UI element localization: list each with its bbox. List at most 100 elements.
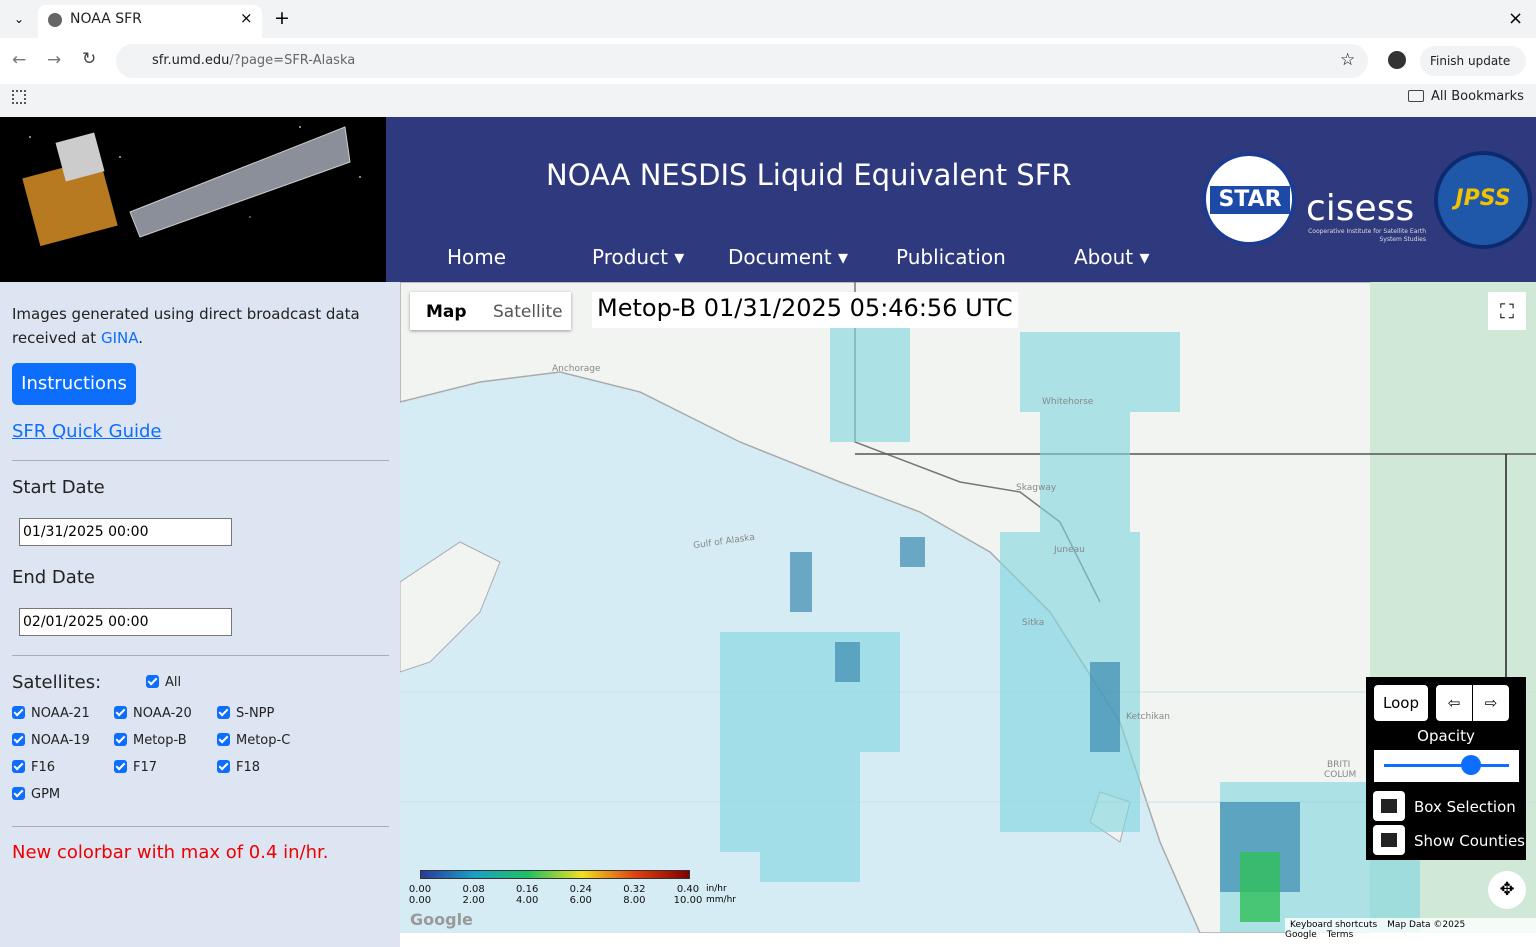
satellite-checkbox[interactable]: F16: [12, 760, 55, 775]
show-counties-checkbox[interactable]: [1373, 825, 1405, 855]
map-footer: Keyboard shortcuts Map Data ©2025 Google T…: [1285, 918, 1536, 940]
cisess-logo: cisess: [1306, 188, 1415, 229]
window-close[interactable]: ×: [1508, 8, 1524, 29]
next-button[interactable]: ⇨: [1473, 685, 1509, 721]
loop-button[interactable]: Loop: [1374, 685, 1428, 721]
intro-text: Images generated using direct broadcast …: [12, 305, 360, 347]
checkbox-label: GPM: [31, 787, 61, 802]
end-date-input[interactable]: 02/01/2025 00:00: [19, 608, 232, 636]
url-host: sfr.umd.edu: [152, 53, 230, 68]
map-button[interactable]: Map: [426, 302, 467, 322]
satellite-checkbox[interactable]: NOAA-19: [12, 733, 90, 748]
instructions-button[interactable]: Instructions: [12, 363, 136, 405]
url-path: /?page=SFR-Alaska: [229, 53, 356, 68]
bookmark-star[interactable]: ☆: [1340, 50, 1356, 70]
satellite-checkbox[interactable]: F18: [217, 760, 260, 775]
map-type-control: [410, 292, 571, 330]
place-label: COLUM: [1324, 770, 1357, 780]
checkbox-label: Metop-C: [236, 733, 291, 748]
checkbox: [217, 733, 230, 746]
shortcuts[interactable]: Keyboard shortcuts: [1290, 920, 1378, 930]
checkbox-label: All: [165, 675, 182, 690]
satellite-checkbox[interactable]: NOAA-20: [114, 706, 192, 721]
tab-title: NOAA SFR: [70, 11, 142, 27]
tab-close[interactable]: ×: [240, 9, 253, 27]
checkbox: [12, 733, 25, 746]
profile[interactable]: [1388, 51, 1406, 69]
checkbox: [12, 787, 25, 800]
checkbox: [217, 760, 230, 773]
cisess-sub: Cooperative Institute for Satellite Eart…: [1308, 228, 1426, 243]
mm-unit: mm/hr: [706, 895, 736, 905]
satellite-checkbox[interactable]: GPM: [12, 787, 60, 802]
prev-button[interactable]: ⇦: [1436, 685, 1472, 721]
satellite-checkbox[interactable]: Metop-C: [217, 733, 290, 748]
finish-update-button[interactable]: [1420, 46, 1526, 76]
divider: [12, 460, 389, 461]
colorbar-in-tick: 0.24: [569, 884, 592, 895]
back[interactable]: ←: [12, 50, 27, 70]
notice: New colorbar with max of 0.4 in/hr.: [12, 842, 329, 863]
place-label: Whitehorse: [1042, 397, 1094, 407]
colorbar-mm-tick: 10.00: [673, 895, 703, 906]
checkbox-label: NOAA-19: [31, 733, 90, 748]
nav-about[interactable]: About ▾: [1074, 245, 1150, 269]
satellite-checkbox[interactable]: Metop-B: [114, 733, 187, 748]
checkbox-label: Metop-B: [133, 733, 187, 748]
quick-guide-link[interactable]: SFR Quick Guide: [12, 421, 162, 442]
show-counties-label: Show Counties: [1414, 832, 1525, 850]
reload[interactable]: ↻: [82, 49, 97, 69]
new-tab[interactable]: +: [274, 7, 290, 29]
box-selection-checkbox[interactable]: [1373, 791, 1405, 821]
satellite-checkbox[interactable]: F17: [114, 760, 157, 775]
checkbox: [114, 760, 127, 773]
box-selection-label: Box Selection: [1414, 798, 1516, 816]
colorbar-in-tick: 0.16: [516, 884, 539, 895]
finish-update: Finish update: [1430, 54, 1511, 68]
satellite-button[interactable]: Satellite: [493, 302, 563, 322]
tab-search[interactable]: ⌄: [13, 12, 25, 26]
forward[interactable]: →: [47, 50, 62, 70]
checkbox: [146, 675, 159, 688]
all-bookmarks[interactable]: All Bookmarks: [1431, 89, 1524, 104]
intro-end: .: [138, 329, 143, 347]
nav-document[interactable]: Document ▾: [728, 245, 849, 269]
colorbar-in-tick: 0.40: [676, 884, 700, 895]
colorbar-mm-tick: 2.00: [462, 895, 485, 906]
start-date-input[interactable]: 01/31/2025 00:00: [19, 518, 232, 546]
checkbox: [114, 706, 127, 719]
map-data: Map Data ©2025 Google: [1285, 920, 1466, 940]
tab[interactable]: [38, 5, 262, 38]
terms[interactable]: Terms: [1326, 930, 1354, 940]
apps[interactable]: [12, 90, 26, 104]
intro: Images generated using direct broadcast …: [12, 302, 392, 350]
checkbox-all[interactable]: All: [146, 675, 181, 690]
checkbox-label: F16: [31, 760, 56, 775]
start-date-label: Start Date: [12, 477, 105, 498]
site-title: NOAA NESDIS Liquid Equivalent SFR: [546, 158, 1072, 192]
slider-thumb[interactable]: [1461, 755, 1481, 775]
jpss-logo-text: JPSS: [1455, 186, 1511, 211]
folder-icon: [1408, 90, 1424, 102]
nav-product[interactable]: Product ▾: [592, 245, 685, 269]
checkbox: [114, 733, 127, 746]
map: [400, 282, 1536, 933]
address-bar[interactable]: [116, 44, 1368, 78]
nav-label: Product: [592, 245, 668, 269]
satellites-label: Satellites:: [12, 672, 102, 693]
gina-link[interactable]: GINA: [100, 329, 139, 347]
satellite-checkbox[interactable]: NOAA-21: [12, 706, 90, 721]
fullscreen[interactable]: ⛶: [1488, 292, 1526, 330]
place-label: Juneau: [1054, 545, 1085, 555]
map-caption: Metop-B 01/31/2025 05:46:56 UTC: [592, 292, 1018, 328]
url: sfr.umd.edu/?page=SFR-Alaska: [152, 53, 355, 68]
nav-publication[interactable]: Publication: [896, 245, 1006, 269]
satellite-checkbox[interactable]: S-NPP: [217, 706, 274, 721]
divider: [12, 655, 389, 656]
checkbox: [217, 706, 230, 719]
pan-control[interactable]: ✥: [1488, 871, 1526, 909]
nav-home[interactable]: Home: [447, 245, 507, 269]
checkbox-label: F17: [133, 760, 158, 775]
colorbar-mm-tick: 6.00: [569, 895, 592, 906]
